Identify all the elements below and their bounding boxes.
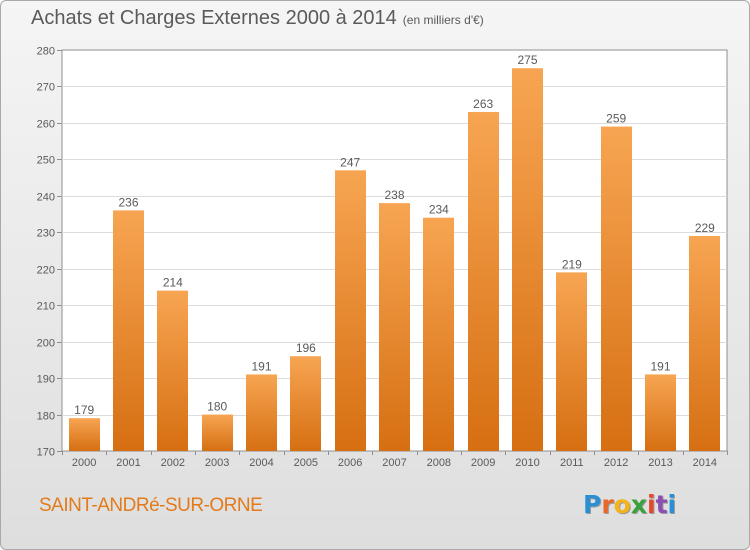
bar xyxy=(423,217,454,451)
y-tick-label: 220 xyxy=(37,265,55,277)
data-label: 259 xyxy=(606,112,626,126)
y-tick-label: 190 xyxy=(37,374,55,386)
x-tick-label: 2005 xyxy=(294,457,318,469)
y-tick-label: 200 xyxy=(37,338,55,350)
bar xyxy=(601,126,632,452)
logo-letter: i xyxy=(647,490,656,519)
x-tick-label: 2009 xyxy=(471,457,495,469)
bar xyxy=(335,170,366,452)
bar xyxy=(512,68,543,452)
bar xyxy=(689,235,720,451)
y-tick-label: 250 xyxy=(37,155,55,167)
x-tick-label: 2007 xyxy=(382,457,406,469)
x-axis: 2000 2001 2002 2003 2004 2005 2006 2007 2008 2009… xyxy=(62,451,728,469)
x-tick-label: 2008 xyxy=(427,457,451,469)
data-label: 191 xyxy=(650,359,670,373)
x-tick-label: 2006 xyxy=(338,457,362,469)
x-tick-label: 2000 xyxy=(72,457,96,469)
data-label: 219 xyxy=(562,257,582,271)
bar xyxy=(290,356,321,451)
bar xyxy=(246,374,277,451)
data-label: 180 xyxy=(207,400,227,414)
x-tick-label: 2014 xyxy=(693,457,717,469)
x-tick-label: 2004 xyxy=(249,457,273,469)
x-tick-label: 2010 xyxy=(515,457,539,469)
x-tick-label: 2012 xyxy=(604,457,628,469)
commune-name: SAINT-ANDRé-SUR-ORNE xyxy=(39,495,263,516)
bar xyxy=(645,374,676,451)
y-tick-label: 230 xyxy=(37,228,55,240)
data-label: 191 xyxy=(251,359,271,373)
y-tick-label: 240 xyxy=(37,192,55,204)
bar xyxy=(468,111,499,452)
data-label: 263 xyxy=(473,97,493,111)
logo-letter: P xyxy=(583,490,602,519)
logo-letter: i xyxy=(667,490,677,519)
logo-letter: o xyxy=(613,490,631,519)
bar xyxy=(379,203,410,451)
logo-letter: x xyxy=(630,490,647,519)
data-label: 275 xyxy=(517,53,537,67)
data-label: 238 xyxy=(384,188,404,202)
x-tick-label: 2002 xyxy=(161,457,185,469)
title-text: Achats et Charges Externes 2000 à 2014 xyxy=(31,7,397,29)
chart-title: Achats et Charges Externes 2000 à 2014 (e… xyxy=(31,7,484,30)
data-label: 247 xyxy=(340,155,360,169)
bar xyxy=(202,414,233,451)
bar xyxy=(113,210,144,451)
data-label: 229 xyxy=(695,221,715,235)
logo-letter: t xyxy=(655,490,668,519)
bar xyxy=(157,290,188,451)
data-label: 196 xyxy=(296,341,316,355)
x-tick-label: 2013 xyxy=(648,457,672,469)
x-tick-label: 2003 xyxy=(205,457,229,469)
data-label: 234 xyxy=(429,203,449,217)
data-label: 214 xyxy=(163,276,183,290)
y-tick-label: 170 xyxy=(37,447,55,459)
bars xyxy=(69,68,720,452)
y-tick-label: 180 xyxy=(37,411,55,423)
bar xyxy=(556,272,587,451)
data-label: 236 xyxy=(118,195,138,209)
logo-letter: r xyxy=(601,490,614,519)
y-tick-label: 260 xyxy=(37,119,55,131)
data-labels: 179 236 214 180 191 196 247 238 234 263 275 219 259 1… xyxy=(74,53,715,417)
y-tick-label: 270 xyxy=(37,82,55,94)
x-tick-label: 2011 xyxy=(560,457,584,469)
y-tick-label: 210 xyxy=(37,301,55,313)
bar xyxy=(69,418,100,451)
data-label: 179 xyxy=(74,403,94,417)
y-axis: 170 180 190 200 210 220 230 240 250 260 270 280 xyxy=(37,46,62,459)
x-tick-label: 2001 xyxy=(116,457,140,469)
y-tick-label: 280 xyxy=(37,46,55,58)
proxiti-logo: Proxiti xyxy=(583,490,676,519)
chart-subtitle: (en milliers d'€) xyxy=(402,13,484,27)
